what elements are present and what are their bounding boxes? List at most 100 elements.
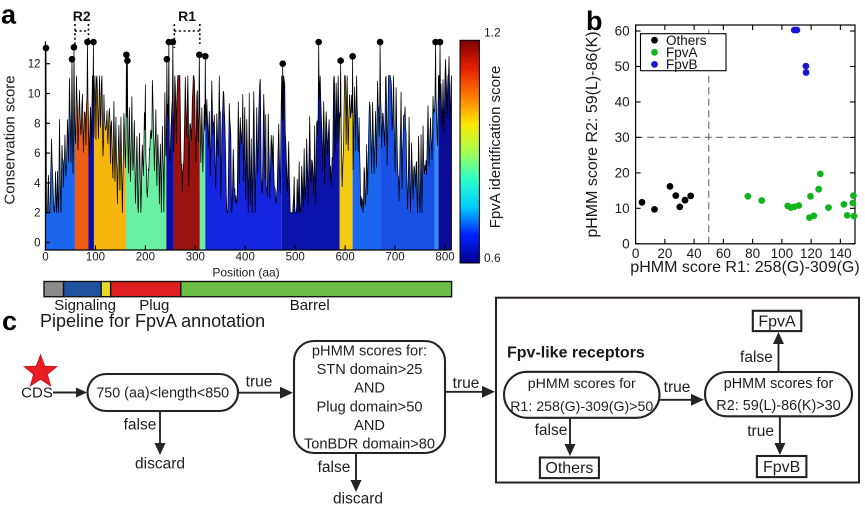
- x-tick-label: 800: [435, 252, 454, 264]
- y-tick-label: 20: [615, 165, 630, 180]
- peak-marker: [376, 38, 384, 46]
- edge-label-false-5: false: [318, 459, 351, 476]
- arrow-head: [482, 385, 495, 398]
- plot-frame: [634, 24, 856, 245]
- panel-b-x-axis-label: pHMM score R1: 258(G)-309(G): [630, 259, 859, 276]
- scatter-point-others: [638, 198, 646, 206]
- flow-arrow-r2-false: [772, 332, 785, 372]
- flowchart-title: Pipeline for FpvA annotation: [40, 311, 265, 331]
- flow-arrow-r2-true: [774, 416, 786, 455]
- legend-marker-fpvb: [651, 61, 658, 68]
- peak-marker: [124, 57, 131, 65]
- peak-marker: [90, 38, 97, 46]
- legend-label-others: Others: [666, 33, 707, 48]
- panel-c-flowchart: CDS 750 (aa)<length<850 pHMM scores for: ST…: [21, 296, 860, 507]
- arrow-head: [774, 443, 786, 455]
- region-fill-8: [205, 56, 282, 250]
- edge-label-false-6: false: [535, 422, 568, 439]
- x-tick-label: 100: [771, 246, 794, 261]
- scatter-point-fpva: [758, 197, 766, 204]
- domain-scores-line-1: STN domain>25: [317, 362, 423, 378]
- region-fill-4: [125, 54, 167, 251]
- others-result: [538, 456, 600, 480]
- r1-check: [502, 370, 661, 419]
- cds-label-text: CDS: [21, 385, 53, 402]
- peak-marker: [68, 55, 76, 63]
- region-fill-1: [74, 42, 89, 251]
- peak-marker: [84, 38, 91, 46]
- colorbar-min-label: 0.6: [484, 251, 501, 265]
- flow-arrow-r1-false: [564, 417, 576, 456]
- y-tick-label: 0: [622, 236, 630, 251]
- peak-marker: [202, 52, 209, 60]
- scatter-point-fpva: [816, 170, 824, 178]
- scatter-point-fpva: [825, 204, 832, 212]
- scatter-point-fpva: [850, 212, 858, 220]
- scatter-point-fpva: [810, 212, 818, 220]
- legend-marker-others: [651, 36, 658, 44]
- domain-segment-2: [100, 280, 112, 298]
- r1-check-line-1: R1: 258(G)-309(G)>50: [510, 399, 653, 415]
- fpv-like-box-title: Fpv-like receptors: [507, 344, 645, 361]
- scatter-point-others: [687, 192, 695, 200]
- scatter-point-others: [666, 183, 674, 190]
- arrow-head: [772, 332, 785, 344]
- x-tick-label: 600: [336, 252, 355, 264]
- scatter-point-fpvb: [793, 26, 801, 34]
- domain-segment-0: [43, 280, 65, 298]
- legend-marker-fpva: [651, 48, 658, 56]
- domain-segment-3: [109, 280, 182, 298]
- scatter-point-others: [676, 203, 684, 211]
- x-tick-label: 700: [385, 252, 404, 264]
- bracket-r2: R2: [73, 8, 91, 48]
- panel-b-label: b: [586, 6, 603, 36]
- fpv-like-box: [495, 296, 860, 484]
- flow-arrow-length-to-domain: [238, 386, 293, 399]
- length-check-line-0: 750 (aa)<length<850: [96, 385, 229, 401]
- others-result-line-0: Others: [545, 460, 593, 477]
- domain-label: Plug: [139, 297, 169, 314]
- colorbar-axis-label: FpvA identification score: [487, 66, 504, 229]
- x-tick-label: 120: [800, 246, 823, 261]
- peak-marker: [169, 38, 177, 46]
- y-tick-label: 60: [615, 24, 630, 39]
- fpva-result-line-0: FpvA: [758, 313, 796, 330]
- x-tick-label: 0: [42, 252, 48, 264]
- series-outline: [45, 42, 452, 250]
- scatter-point-others: [681, 196, 689, 204]
- x-tick-label: 140: [829, 246, 852, 261]
- flow-arrow-length-false: [154, 411, 166, 455]
- peak-marker: [349, 52, 356, 60]
- arrow-head: [280, 386, 293, 399]
- r1-check-line-0: pHMM scores for: [528, 376, 636, 392]
- peak-marker: [279, 60, 287, 67]
- x-tick-label: 80: [745, 246, 760, 261]
- scatter-point-others: [651, 206, 658, 213]
- peak-marker: [123, 51, 130, 59]
- peak-marker: [436, 38, 444, 46]
- legend-label-fpva: FpvA: [666, 45, 698, 60]
- discard-2-text: discard: [333, 490, 383, 507]
- x-tick-label: 200: [136, 252, 155, 264]
- domain-scores: [292, 339, 447, 455]
- x-tick-label: 300: [186, 252, 205, 264]
- fpvb-result-line-0: FpvB: [763, 459, 800, 476]
- scatter-point-fpva: [849, 199, 857, 207]
- x-tick-label: 40: [687, 246, 702, 261]
- region-fill-12: [380, 42, 435, 251]
- peak-marker: [42, 44, 50, 52]
- fpvb-result: [755, 454, 808, 479]
- peak-marker: [70, 44, 78, 51]
- y-tick-label: 8: [34, 118, 40, 130]
- scatter-point-fpva: [815, 185, 823, 193]
- peak-marker: [337, 57, 344, 65]
- domain-scores-line-2: AND: [354, 381, 385, 397]
- y-tick-label: 30: [615, 130, 630, 145]
- panel-a-conservation-chart: 0 100 200 300 400 500 600 700 800 0 2 4 6 8 10 12 R2 R1: [28, 8, 455, 264]
- x-tick-label: 60: [716, 246, 731, 261]
- cds-star-icon: [22, 353, 59, 387]
- y-tick-label: 40: [615, 94, 630, 109]
- scatter-point-fpva: [843, 212, 851, 219]
